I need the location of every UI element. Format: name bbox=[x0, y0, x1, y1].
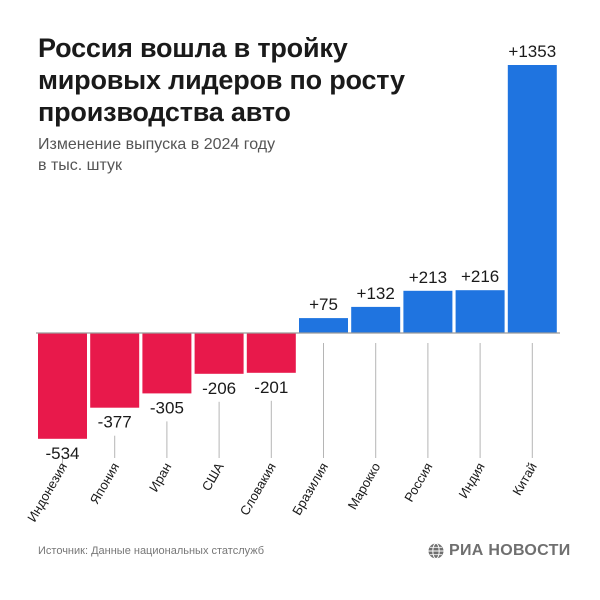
category-label: Япония bbox=[87, 460, 123, 507]
category-label: Марокко bbox=[345, 460, 384, 512]
chart-title-line: мировых лидеров по росту bbox=[38, 65, 405, 95]
value-labels: -534 -377 -305 -206 -201 +75 +132 +213 +216 +1353 bbox=[45, 42, 556, 463]
category-labels: Индонезия Япония Иран США Словакия Бразилия Ма… bbox=[24, 460, 540, 525]
bar-4 bbox=[194, 333, 244, 374]
value-label: -377 bbox=[98, 413, 132, 432]
bar-7 bbox=[351, 306, 401, 333]
bar-6 bbox=[299, 318, 348, 333]
ticks bbox=[62, 343, 533, 467]
value-label: +132 bbox=[357, 284, 395, 303]
bar-9 bbox=[455, 290, 505, 333]
value-label: -201 bbox=[254, 378, 288, 397]
chart-title-line: Россия вошла в тройку bbox=[38, 33, 348, 63]
value-label: -534 bbox=[45, 444, 79, 463]
value-label: +1353 bbox=[508, 42, 556, 61]
bars bbox=[38, 65, 557, 439]
value-label: -305 bbox=[150, 398, 184, 417]
value-label: +75 bbox=[309, 295, 338, 314]
category-label: Словакия bbox=[237, 460, 279, 518]
value-label: +216 bbox=[461, 267, 499, 286]
category-label: Китай bbox=[509, 460, 540, 498]
chart-subtitle-line: Изменение выпуска в 2024 году bbox=[38, 136, 276, 153]
ria-novosti-logo: РИА НОВОСТИ bbox=[428, 541, 571, 561]
chart-title: Россия вошла в тройку мировых лидеров по… bbox=[38, 32, 478, 128]
bar-3 bbox=[142, 333, 192, 394]
category-label: США bbox=[199, 460, 227, 494]
category-label: Индонезия bbox=[24, 460, 70, 524]
category-label: Индия bbox=[455, 460, 487, 501]
logo-text: РИА НОВОСТИ bbox=[449, 542, 571, 559]
category-label: Иран bbox=[146, 460, 174, 494]
source-note: Источник: Данные национальных статслужб bbox=[38, 545, 265, 557]
bar-2 bbox=[90, 333, 140, 408]
value-label: +213 bbox=[409, 268, 447, 287]
bar-8 bbox=[403, 290, 453, 333]
bar-1 bbox=[38, 333, 87, 439]
bar-5 bbox=[246, 333, 296, 373]
chart-title-line: производства авто bbox=[38, 97, 291, 127]
bar-10 bbox=[507, 65, 557, 333]
category-label: Россия bbox=[401, 460, 435, 504]
header: Россия вошла в тройку мировых лидеров по… bbox=[38, 32, 478, 176]
chart-subtitle: Изменение выпуска в 2024 году в тыс. шту… bbox=[38, 134, 478, 176]
category-label: Бразилия bbox=[289, 460, 331, 518]
globe-icon bbox=[428, 543, 444, 559]
value-label: -206 bbox=[202, 379, 236, 398]
chart-subtitle-line: в тыс. штук bbox=[38, 157, 123, 174]
